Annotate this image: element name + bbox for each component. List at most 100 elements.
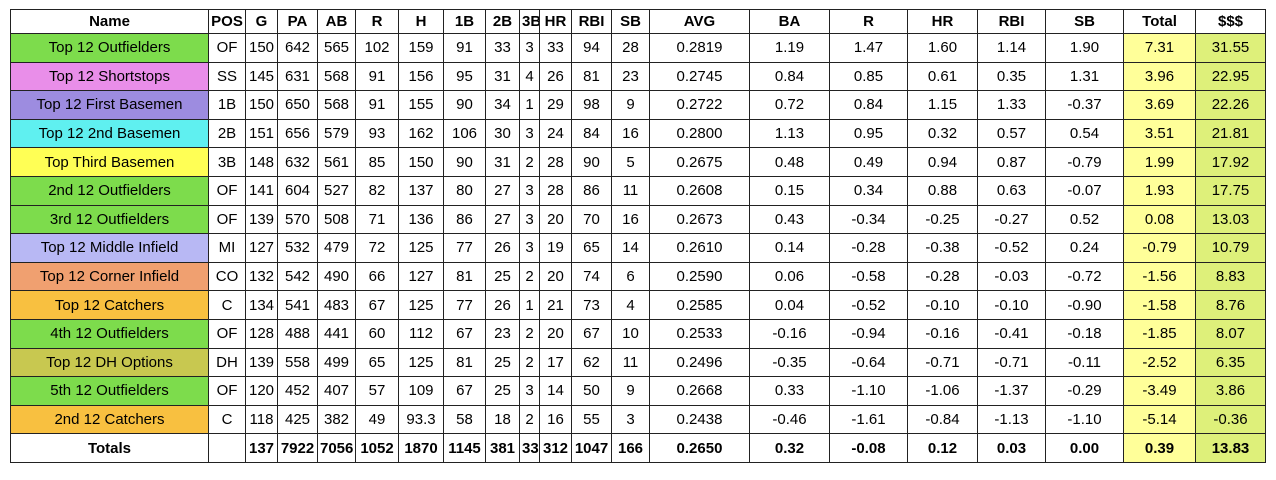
stat-cell: 2: [519, 404, 540, 435]
stat-cell: 13.03: [1195, 204, 1266, 235]
stat-cell: 27: [485, 175, 520, 206]
stat-cell: 568: [317, 90, 356, 120]
stat-cell: 0.84: [829, 90, 908, 120]
stat-cell: 132: [245, 261, 278, 292]
stat-cell: 488: [277, 318, 318, 349]
empty-cell: [208, 433, 246, 463]
stat-cell: 5: [611, 147, 650, 177]
stat-cell: -0.18: [1045, 318, 1124, 349]
stat-cell: 70: [571, 204, 612, 235]
stat-cell: 0.57: [977, 118, 1046, 149]
column-header: RBI: [977, 9, 1046, 34]
stat-cell: 20: [539, 318, 572, 349]
stat-cell: 0.14: [749, 233, 830, 263]
stat-cell: 14: [539, 376, 572, 406]
stat-cell: 65: [571, 233, 612, 263]
stat-cell: 125: [398, 347, 444, 378]
total-cell: 1047: [571, 433, 612, 463]
stat-cell: 18: [485, 404, 520, 435]
stat-cell: 0.2610: [649, 233, 750, 263]
row-name: 3rd 12 Outfielders: [10, 204, 209, 235]
stat-cell: 0.2496: [649, 347, 750, 378]
stat-cell: 28: [539, 147, 572, 177]
position: C: [208, 404, 246, 435]
stat-cell: 0.2438: [649, 404, 750, 435]
total-cell: -0.08: [829, 433, 908, 463]
stat-cell: 28: [539, 175, 572, 206]
stat-cell: 21: [539, 290, 572, 320]
stat-cell: 0.88: [907, 175, 978, 206]
stat-cell: 0.61: [907, 61, 978, 92]
stat-cell: 8.07: [1195, 318, 1266, 349]
stat-cell: 3: [519, 376, 540, 406]
stat-cell: 137: [398, 175, 444, 206]
stat-cell: 0.33: [749, 376, 830, 406]
stat-cell: 67: [355, 290, 399, 320]
stat-cell: 82: [355, 175, 399, 206]
column-header: PA: [277, 9, 318, 34]
stat-cell: 1.47: [829, 33, 908, 63]
stat-cell: 0.52: [1045, 204, 1124, 235]
stat-cell: 527: [317, 175, 356, 206]
data-row: Top 12 Shortstops SS 145 631 568 91 156 95 31 4 26…: [10, 61, 1266, 92]
stat-cell: 125: [398, 290, 444, 320]
stat-cell: 17.75: [1195, 175, 1266, 206]
stat-cell: 0.72: [749, 90, 830, 120]
total-cell: 0.03: [977, 433, 1046, 463]
column-header: R: [355, 9, 399, 34]
column-header: AB: [317, 9, 356, 34]
row-name: 2nd 12 Catchers: [10, 404, 209, 435]
header-row: Name POS G PA AB R H 1B 2B 3B HR RBI SB AVG BA R HR RBI SB…: [10, 9, 1266, 34]
stat-cell: -0.71: [907, 347, 978, 378]
row-name: Top 12 Corner Infield: [10, 261, 209, 292]
stat-cell: -0.64: [829, 347, 908, 378]
stat-cell: 17.92: [1195, 147, 1266, 177]
data-row: Top 12 Outfielders OF 150 642 565 102 159 91 33 3…: [10, 33, 1266, 63]
row-name: 4th 12 Outfielders: [10, 318, 209, 349]
column-header: HR: [907, 9, 978, 34]
stat-cell: 62: [571, 347, 612, 378]
column-header: H: [398, 9, 444, 34]
stat-cell: 50: [571, 376, 612, 406]
stat-cell: -0.72: [1045, 261, 1124, 292]
stat-cell: -0.79: [1123, 233, 1196, 263]
stat-cell: 0.15: [749, 175, 830, 206]
stat-cell: -0.34: [829, 204, 908, 235]
stat-cell: 67: [571, 318, 612, 349]
stats-table: Name POS G PA AB R H 1B 2B 3B HR RBI SB AVG BA R HR RBI SB…: [10, 9, 1266, 463]
position: OF: [208, 204, 246, 235]
stat-cell: 7.31: [1123, 33, 1196, 63]
position: OF: [208, 318, 246, 349]
column-header: BA: [749, 9, 830, 34]
stat-cell: 8.76: [1195, 290, 1266, 320]
stat-cell: -0.84: [907, 404, 978, 435]
stat-cell: 60: [355, 318, 399, 349]
stat-cell: 0.84: [749, 61, 830, 92]
row-name: Top 12 2nd Basemen: [10, 118, 209, 149]
stat-cell: 150: [245, 33, 278, 63]
stat-cell: 67: [443, 318, 486, 349]
stat-cell: 162: [398, 118, 444, 149]
stat-cell: 91: [355, 90, 399, 120]
position: C: [208, 290, 246, 320]
stat-cell: 0.24: [1045, 233, 1124, 263]
totals-label: Totals: [10, 433, 209, 463]
stat-cell: 541: [277, 290, 318, 320]
stat-cell: 145: [245, 61, 278, 92]
stat-cell: 10: [611, 318, 650, 349]
stat-cell: 499: [317, 347, 356, 378]
stat-cell: 3: [519, 233, 540, 263]
stat-cell: -0.46: [749, 404, 830, 435]
position: OF: [208, 33, 246, 63]
stat-cell: 1.60: [907, 33, 978, 63]
stat-cell: 155: [398, 90, 444, 120]
stat-cell: 452: [277, 376, 318, 406]
stat-cell: 3: [611, 404, 650, 435]
stat-cell: 3: [519, 175, 540, 206]
column-header: 2B: [485, 9, 520, 34]
stat-cell: 31: [485, 147, 520, 177]
stat-cell: 0.48: [749, 147, 830, 177]
stat-cell: -0.16: [749, 318, 830, 349]
stat-cell: -0.28: [829, 233, 908, 263]
position: OF: [208, 376, 246, 406]
